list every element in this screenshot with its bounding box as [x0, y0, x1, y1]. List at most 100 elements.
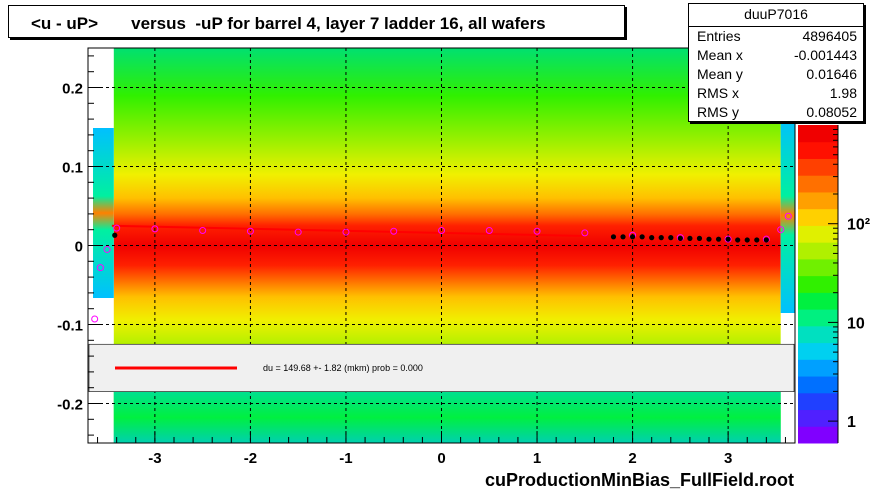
- profile-filled-point: [754, 237, 760, 243]
- heatmap-right-edge: [780, 118, 795, 313]
- colorbar-segment: [798, 409, 838, 427]
- stats-key: RMS x: [697, 85, 739, 101]
- profile-filled-point: [763, 237, 769, 243]
- x-tick-label: 3: [724, 450, 732, 467]
- colorbar-segment: [798, 342, 838, 360]
- stats-key: RMS y: [697, 104, 739, 120]
- colorbar-segment: [798, 325, 838, 344]
- colorbar-segment: [798, 292, 838, 310]
- profile-open-point: [151, 225, 159, 233]
- profile-filled-point: [744, 237, 750, 243]
- profile-open-point: [103, 245, 111, 253]
- colorbar-tick-label: 1: [847, 414, 856, 431]
- profile-open-point: [91, 315, 99, 323]
- stats-value: 0.01646: [806, 66, 857, 82]
- x-tick-label: 0: [437, 450, 445, 467]
- profile-open-point: [199, 226, 207, 234]
- heatmap-left-edge: [93, 128, 114, 298]
- colorbar-tick-label: 10: [847, 315, 865, 332]
- stats-value: 4896405: [802, 28, 857, 44]
- colorbar-segment: [798, 392, 838, 411]
- stats-key: Mean x: [697, 47, 743, 63]
- profile-open-point: [485, 226, 493, 234]
- stats-row-rms-y: RMS y 0.08052: [697, 104, 857, 122]
- legend-fit-text: du = 149.68 +- 1.82 (mkm) prob = 0.000: [263, 363, 423, 373]
- x-tick-label: -1: [339, 450, 352, 467]
- x-tick-label: 2: [628, 450, 636, 467]
- colorbar-segment: [798, 242, 838, 260]
- profile-filled-point: [658, 235, 664, 241]
- profile-open-point: [294, 228, 302, 236]
- profile-open-point: [246, 227, 254, 235]
- y-tick-label: 0.2: [62, 81, 83, 98]
- colorbar: 1 10 10²: [798, 125, 870, 444]
- colorbar-segment: [798, 208, 838, 226]
- colorbar-segment: [798, 309, 838, 327]
- profile-filled-point: [735, 237, 741, 243]
- heatmap-lower-region: [113, 391, 781, 443]
- stats-row-mean-y: Mean y 0.01646: [697, 66, 857, 84]
- profile-filled-point: [706, 236, 712, 242]
- fit-legend-box: du = 149.68 +- 1.82 (mkm) prob = 0.000: [88, 343, 795, 392]
- title-box: <u - uP> versus -uP for barrel 4, layer …: [8, 5, 625, 38]
- profile-filled-point: [725, 236, 731, 242]
- y-tick-label: -0.2: [57, 397, 83, 414]
- stats-value: 1.98: [829, 85, 857, 101]
- profile-filled-point: [687, 235, 693, 241]
- stats-key: Mean y: [697, 66, 743, 82]
- profile-filled-point: [668, 235, 674, 241]
- colorbar-segment: [798, 158, 838, 176]
- profile-filled-point: [677, 235, 683, 241]
- profile-open-point: [581, 229, 589, 237]
- colorbar-segment: [798, 258, 838, 277]
- profile-filled-point: [696, 235, 703, 241]
- profile-filled-point: [620, 234, 626, 240]
- colorbar-segment: [798, 125, 838, 143]
- colorbar-segment: [798, 175, 838, 193]
- profile-filled-point: [112, 232, 118, 238]
- stats-box: duuP7016 Entries 4896405 Mean x -0.00144…: [688, 3, 864, 122]
- profile-open-point: [533, 227, 541, 235]
- colorbar-segment: [798, 141, 838, 159]
- x-tick-label: 1: [533, 450, 541, 467]
- profile-filled-point: [639, 234, 645, 240]
- profile-open-point: [784, 212, 792, 220]
- profile-filled-point: [649, 235, 655, 241]
- profile-filled-point: [715, 236, 722, 242]
- grid-lines: [88, 48, 795, 443]
- stats-row-mean-x: Mean x -0.001443: [697, 47, 857, 65]
- profile-open-point: [438, 226, 445, 234]
- profile-open-point: [342, 228, 350, 236]
- colorbar-segment: [798, 275, 838, 293]
- footer-filename: cuProductionMinBias_FullField.root: [485, 470, 795, 490]
- colorbar-segment: [798, 225, 838, 243]
- profile-series: [91, 212, 792, 323]
- profile-open-point: [777, 226, 785, 234]
- stats-row-rms-x: RMS x 1.98: [697, 85, 857, 103]
- x-tick-label: -3: [148, 450, 161, 467]
- x-tick-label: -2: [244, 450, 257, 467]
- colorbar-segment: [798, 359, 838, 377]
- stats-name: duuP7016: [744, 6, 808, 22]
- y-tick-label: -0.1: [57, 318, 83, 335]
- colorbar-segment: [798, 376, 838, 394]
- profile-open-point: [390, 227, 398, 235]
- chart-title: <u - uP> versus -uP for barrel 4, layer …: [31, 14, 546, 33]
- profile-open-point: [113, 224, 121, 232]
- stats-key: Entries: [697, 28, 741, 44]
- profile-filled-point: [629, 234, 636, 240]
- stats-row-entries: Entries 4896405: [697, 28, 857, 46]
- profile-open-point: [96, 264, 104, 272]
- profile-filled-point: [610, 234, 617, 240]
- colorbar-tick-label: 10²: [847, 217, 870, 234]
- stats-value: 0.08052: [806, 104, 857, 120]
- colorbar-segment: [798, 191, 838, 210]
- axes: -3 -2 -1 0 1 2 3 -0.2 -0.1 0 0.1 0.2: [57, 47, 796, 467]
- y-tick-label: 0: [75, 239, 83, 256]
- profile-open-point: [724, 235, 732, 243]
- stats-value: -0.001443: [793, 47, 857, 63]
- colorbar-segment: [798, 426, 838, 444]
- y-tick-label: 0.1: [62, 160, 83, 177]
- stats-divider: [689, 26, 863, 27]
